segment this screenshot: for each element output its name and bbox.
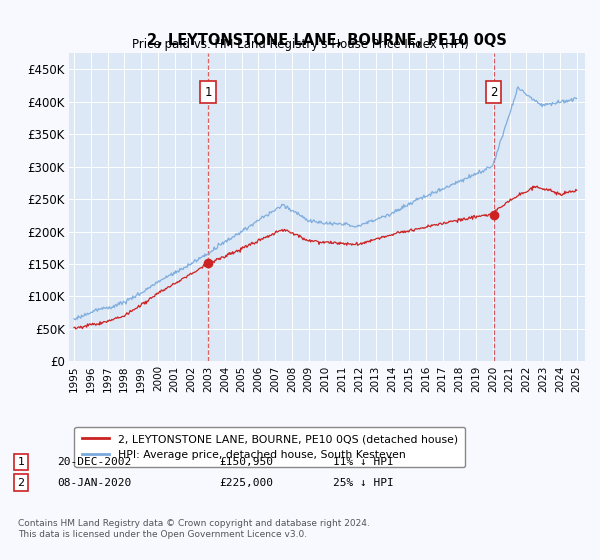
Text: 2: 2 (490, 86, 497, 99)
Text: 1: 1 (205, 86, 212, 99)
Text: 11% ↓ HPI: 11% ↓ HPI (333, 457, 394, 467)
Text: 25% ↓ HPI: 25% ↓ HPI (333, 478, 394, 488)
Text: 2: 2 (17, 478, 25, 488)
Title: 2, LEYTONSTONE LANE, BOURNE, PE10 0QS: 2, LEYTONSTONE LANE, BOURNE, PE10 0QS (147, 33, 507, 48)
Text: 20-DEC-2002: 20-DEC-2002 (57, 457, 131, 467)
Text: Price paid vs. HM Land Registry's House Price Index (HPI): Price paid vs. HM Land Registry's House … (131, 38, 469, 50)
Legend: 2, LEYTONSTONE LANE, BOURNE, PE10 0QS (detached house), HPI: Average price, deta: 2, LEYTONSTONE LANE, BOURNE, PE10 0QS (d… (74, 427, 466, 467)
Text: £225,000: £225,000 (219, 478, 273, 488)
Text: 08-JAN-2020: 08-JAN-2020 (57, 478, 131, 488)
Text: £150,950: £150,950 (219, 457, 273, 467)
Text: 1: 1 (17, 457, 25, 467)
Text: Contains HM Land Registry data © Crown copyright and database right 2024.
This d: Contains HM Land Registry data © Crown c… (18, 520, 370, 539)
